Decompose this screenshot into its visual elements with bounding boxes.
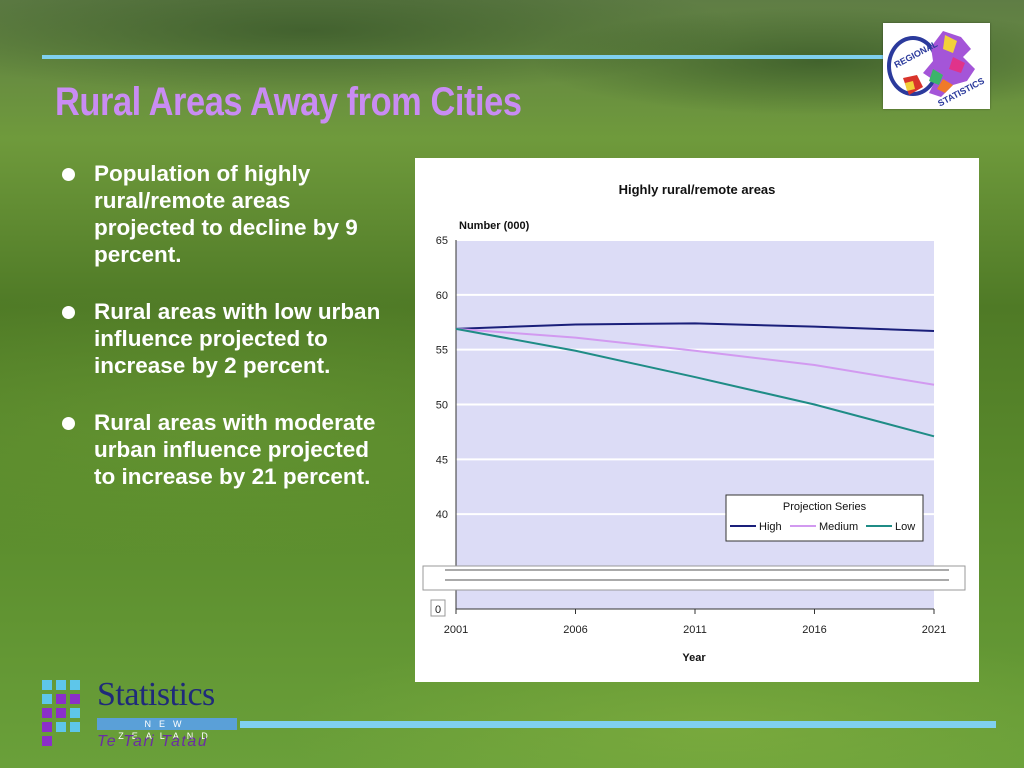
regional-statistics-logo: REGIONAL STATISTICS [883, 23, 990, 109]
x-tick-label: 2006 [563, 624, 587, 636]
series-line-medium [455, 327, 935, 386]
bullet-text: Rural areas with moderate urban influenc… [94, 410, 376, 489]
bullet-text: Rural areas with low urban influence pro… [94, 299, 381, 378]
bullet-list: Population of highly rural/remote areas … [62, 160, 392, 520]
legend-title: Projection Series [783, 501, 867, 513]
series-line-low [455, 327, 935, 438]
bullet-dot-icon [62, 417, 75, 430]
bullet-text: Population of highly rural/remote areas … [94, 161, 358, 267]
line-chart: 35404550556065200120062011201620210Highl… [422, 182, 966, 664]
y-tick-label: 40 [436, 509, 448, 521]
bullet-dot-icon [62, 306, 75, 319]
legend-box [725, 494, 924, 542]
y-tick-label: 50 [436, 400, 448, 412]
bottom-divider [240, 721, 996, 728]
zero-label-box [430, 599, 446, 617]
statistics-wordmark: Statistics [97, 676, 215, 713]
slide-title: Rural Areas Away from Cities [55, 80, 522, 124]
bullet-dot-icon [62, 168, 75, 181]
plot-area [456, 240, 934, 609]
bullet-item: Rural areas with low urban influence pro… [62, 298, 392, 379]
legend-label-medium: Medium [819, 521, 858, 533]
legend-label-high: High [759, 521, 782, 533]
stats-nz-mark-icon [42, 680, 80, 746]
statistics-nz-logo [40, 676, 240, 756]
x-tick-label: 2021 [922, 624, 946, 636]
y-tick-label: 65 [436, 235, 448, 247]
top-divider [42, 55, 887, 59]
y-zero-label: 0 [435, 604, 441, 616]
chart-title: Highly rural/remote areas [619, 182, 776, 197]
y-tick-label: 55 [436, 345, 448, 357]
y-tick-label: 60 [436, 290, 448, 302]
series-line-high [455, 322, 935, 333]
x-tick-label: 2001 [444, 624, 468, 636]
chart-panel: 35404550556065200120062011201620210Highl… [415, 158, 979, 682]
new-zealand-wordmark: NEW ZEALAND [97, 718, 237, 741]
x-tick-label: 2016 [802, 624, 826, 636]
bullet-item: Population of highly rural/remote areas … [62, 160, 392, 268]
bullet-item: Rural areas with moderate urban influenc… [62, 409, 392, 490]
legend-label-low: Low [895, 521, 915, 533]
maori-wordmark: Te Tari Tatau [97, 733, 209, 750]
y-axis-title: Number (000) [459, 220, 530, 232]
x-tick-label: 2011 [683, 624, 707, 636]
x-axis-title: Year [682, 652, 706, 664]
y-tick-label: 45 [436, 454, 448, 466]
